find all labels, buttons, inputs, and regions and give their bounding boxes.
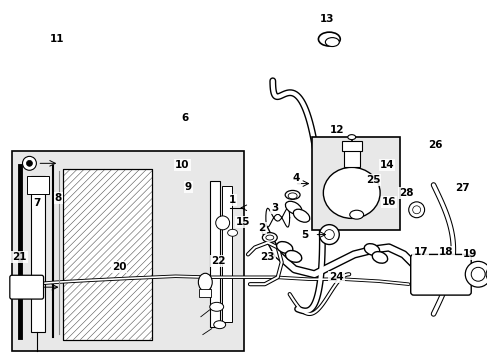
Ellipse shape xyxy=(285,190,300,199)
Ellipse shape xyxy=(227,229,237,236)
Bar xyxy=(221,186,231,322)
Circle shape xyxy=(485,265,488,283)
Ellipse shape xyxy=(293,209,309,222)
Text: 18: 18 xyxy=(438,247,453,257)
Text: 6: 6 xyxy=(182,113,189,123)
Text: 23: 23 xyxy=(260,252,275,262)
Text: 24: 24 xyxy=(328,272,343,282)
Text: 27: 27 xyxy=(454,183,468,193)
Text: 12: 12 xyxy=(329,125,344,135)
Text: 25: 25 xyxy=(365,175,380,185)
Text: 19: 19 xyxy=(462,249,476,260)
Bar xyxy=(31,176,45,332)
Text: 8: 8 xyxy=(55,193,62,203)
Text: 4: 4 xyxy=(292,173,300,183)
Text: 5: 5 xyxy=(300,230,307,239)
Text: 1: 1 xyxy=(228,195,235,205)
Text: 26: 26 xyxy=(427,140,442,150)
Ellipse shape xyxy=(325,37,339,46)
Ellipse shape xyxy=(318,32,340,46)
FancyBboxPatch shape xyxy=(410,255,470,295)
Text: 3: 3 xyxy=(270,203,278,213)
Ellipse shape xyxy=(276,242,292,253)
Text: 28: 28 xyxy=(399,188,413,198)
Text: 10: 10 xyxy=(175,160,189,170)
Ellipse shape xyxy=(371,252,387,263)
Text: 15: 15 xyxy=(235,217,250,227)
Text: 21: 21 xyxy=(13,252,27,262)
Text: 16: 16 xyxy=(381,197,395,207)
Circle shape xyxy=(215,216,229,230)
Text: 9: 9 xyxy=(184,182,192,192)
Circle shape xyxy=(324,230,334,239)
Ellipse shape xyxy=(213,321,225,329)
Bar xyxy=(343,145,359,167)
Bar xyxy=(12,152,244,351)
Circle shape xyxy=(26,160,32,166)
Circle shape xyxy=(22,156,36,170)
Ellipse shape xyxy=(364,244,379,255)
Bar xyxy=(341,141,361,151)
Text: 20: 20 xyxy=(111,262,126,272)
Text: 17: 17 xyxy=(412,247,427,257)
Text: 14: 14 xyxy=(379,160,393,170)
Ellipse shape xyxy=(265,235,273,240)
Circle shape xyxy=(470,267,484,281)
Text: 22: 22 xyxy=(210,256,225,266)
Ellipse shape xyxy=(347,135,355,140)
Circle shape xyxy=(408,202,424,218)
Ellipse shape xyxy=(349,210,363,219)
Bar xyxy=(312,137,399,230)
Bar xyxy=(27,176,49,194)
Bar xyxy=(199,289,211,297)
Circle shape xyxy=(319,225,339,244)
Ellipse shape xyxy=(287,193,297,199)
Circle shape xyxy=(412,206,420,214)
Ellipse shape xyxy=(262,233,277,243)
Ellipse shape xyxy=(285,201,301,214)
Text: 11: 11 xyxy=(50,34,64,44)
Text: 7: 7 xyxy=(33,198,40,208)
Ellipse shape xyxy=(285,251,301,262)
Bar xyxy=(209,181,219,327)
Circle shape xyxy=(464,261,488,287)
Text: 13: 13 xyxy=(320,14,334,24)
Ellipse shape xyxy=(209,302,223,311)
FancyBboxPatch shape xyxy=(10,275,43,299)
Ellipse shape xyxy=(323,167,379,219)
Text: 2: 2 xyxy=(258,222,265,233)
Bar xyxy=(63,169,152,339)
Bar xyxy=(63,169,152,339)
Ellipse shape xyxy=(198,273,212,291)
